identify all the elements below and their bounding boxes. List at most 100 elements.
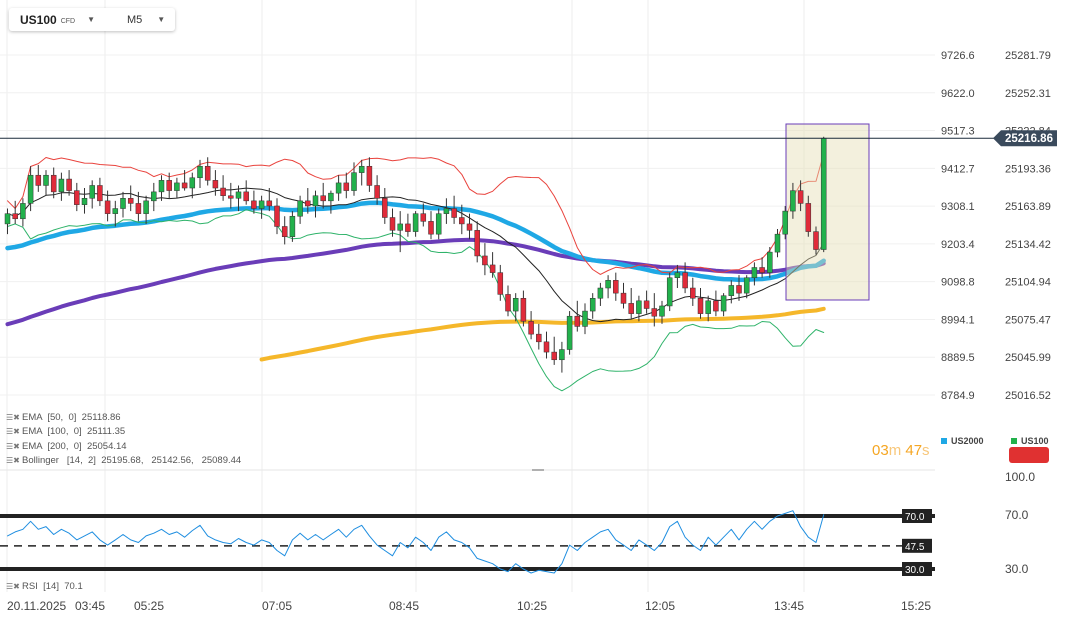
current-price-tag <box>993 130 1057 147</box>
candle-body <box>174 182 180 191</box>
candle-body <box>297 200 303 217</box>
candle-body <box>420 213 427 222</box>
indicator-rsi-label: RSI [14] 70.1 <box>22 581 83 592</box>
right-axis-tick: 25281.79 <box>1005 50 1051 62</box>
indicator-ema50[interactable]: ☰✖ EMA [50, 0] 25118.86 <box>6 410 241 425</box>
candle-body <box>674 272 681 278</box>
candle-body <box>813 231 819 250</box>
sell-button[interactable] <box>1009 447 1049 463</box>
timer-minutes-unit: m <box>888 442 902 459</box>
candle-body <box>489 264 496 273</box>
indicator-bollinger-label: Bollinger [14, 2] 25195.68, 25142.56, 25… <box>22 455 242 467</box>
candle-body <box>790 190 796 212</box>
indicator-bollinger[interactable]: ☰✖ Bollinger [14, 2] 25195.68, 25142.56, … <box>6 454 241 469</box>
candle-body <box>166 180 172 191</box>
candle-body <box>566 315 573 350</box>
candle-body <box>451 208 457 218</box>
candle-body <box>589 298 596 312</box>
chevron-down-icon[interactable]: ▼ <box>87 15 96 24</box>
legend-us2000[interactable]: US2000 <box>941 436 984 446</box>
candle-body <box>320 195 326 202</box>
settings-icon[interactable]: ☰✖ <box>6 441 20 451</box>
bollinger-lower-line <box>7 209 825 392</box>
right-axis-tick: 25134.42 <box>1005 239 1051 251</box>
candle-body <box>551 351 557 361</box>
indicator-ema50-label: EMA [50, 0] 25118.86 <box>22 411 121 423</box>
candle-body <box>559 349 565 361</box>
candle-body <box>605 280 611 289</box>
candle-body <box>89 185 95 199</box>
settings-icon[interactable]: ☰✖ <box>6 427 20 437</box>
legend-us100-label: US100 <box>1021 436 1049 446</box>
legend-us100[interactable]: US100 <box>1011 436 1049 446</box>
candle-body <box>613 280 619 294</box>
right-axis-tick: 25163.89 <box>1005 201 1051 213</box>
candle-body <box>66 178 72 191</box>
candle-body <box>289 215 296 237</box>
x-axis-label: 15:25 <box>901 599 931 613</box>
candle-body <box>112 208 119 214</box>
candle-body <box>512 298 519 312</box>
candle-body <box>597 287 604 299</box>
left-axis-tick: 9308.1 <box>941 201 975 213</box>
candle-body <box>351 172 357 191</box>
candle-body <box>43 174 49 186</box>
candle-body <box>204 165 211 181</box>
candle-body <box>628 303 634 314</box>
candle-body <box>728 285 735 296</box>
candle-body <box>397 223 403 231</box>
x-axis-label: 05:25 <box>134 599 164 613</box>
cfd-badge: CFD <box>60 17 76 25</box>
right-axis-tick: 25252.31 <box>1005 88 1051 100</box>
left-axis-tick: 8994.1 <box>941 314 975 326</box>
left-axis-tick: 9517.3 <box>941 126 975 138</box>
candle-timer: 03m 47s <box>872 442 930 459</box>
bollinger-upper-line <box>7 153 825 275</box>
timer-seconds: 47 <box>905 442 923 459</box>
candle-body <box>4 213 11 225</box>
indicator-list: ☰✖ EMA [50, 0] 25118.86 ☰✖ EMA [100, 0] 25… <box>6 410 241 468</box>
candle-body <box>50 174 57 193</box>
candle-body <box>212 180 219 189</box>
settings-icon[interactable]: ☰✖ <box>6 456 20 466</box>
left-axis-tick: 9098.8 <box>941 277 975 289</box>
bollinger-mid-line <box>7 187 825 323</box>
candle-body <box>151 191 157 202</box>
candle-body <box>651 308 658 317</box>
indicator-ema200[interactable]: ☰✖ EMA [200, 0] 25054.14 <box>6 439 241 454</box>
candle-body <box>343 182 350 191</box>
candle-body <box>97 185 103 202</box>
timer-seconds-unit: s <box>922 442 930 459</box>
candle-body <box>405 223 411 232</box>
settings-icon[interactable]: ☰✖ <box>6 412 20 422</box>
indicator-rsi[interactable]: ☰✖ RSI [14] 70.1 <box>6 581 83 592</box>
candle-body <box>459 217 465 225</box>
symbol-selector[interactable]: US100 CFD ▼ M5 ▼ <box>9 8 175 31</box>
current-price-label: 25216.86 <box>1005 133 1053 145</box>
candle-body <box>636 300 642 314</box>
indicator-ema100[interactable]: ☰✖ EMA [100, 0] 25111.35 <box>6 425 241 440</box>
left-axis-tick: 9412.7 <box>941 163 975 175</box>
candle-body <box>520 298 527 322</box>
candle-body <box>743 277 750 294</box>
rsi-axis-tick: 100.0 <box>1005 470 1035 484</box>
right-axis-tick: 25193.36 <box>1005 163 1051 175</box>
right-axis-tick: 25075.47 <box>1005 314 1051 326</box>
candle-body <box>104 200 111 214</box>
candle-body <box>505 294 511 312</box>
candle-body <box>820 137 827 250</box>
left-axis-tick: 8889.5 <box>941 352 975 364</box>
timeframe-chevron-icon[interactable]: ▼ <box>157 15 166 24</box>
candle-body <box>35 174 42 186</box>
settings-icon[interactable]: ☰✖ <box>6 582 20 591</box>
rsi-level-label: 70.0 <box>905 512 925 523</box>
candle-body <box>358 165 365 173</box>
timeframe-label[interactable]: M5 <box>127 13 143 26</box>
right-axis-tick: 25104.94 <box>1005 277 1051 289</box>
candle-body <box>274 205 280 227</box>
candle-body <box>389 217 396 231</box>
candle-body <box>528 321 534 335</box>
candle-body <box>197 165 203 179</box>
candle-body <box>536 333 542 343</box>
